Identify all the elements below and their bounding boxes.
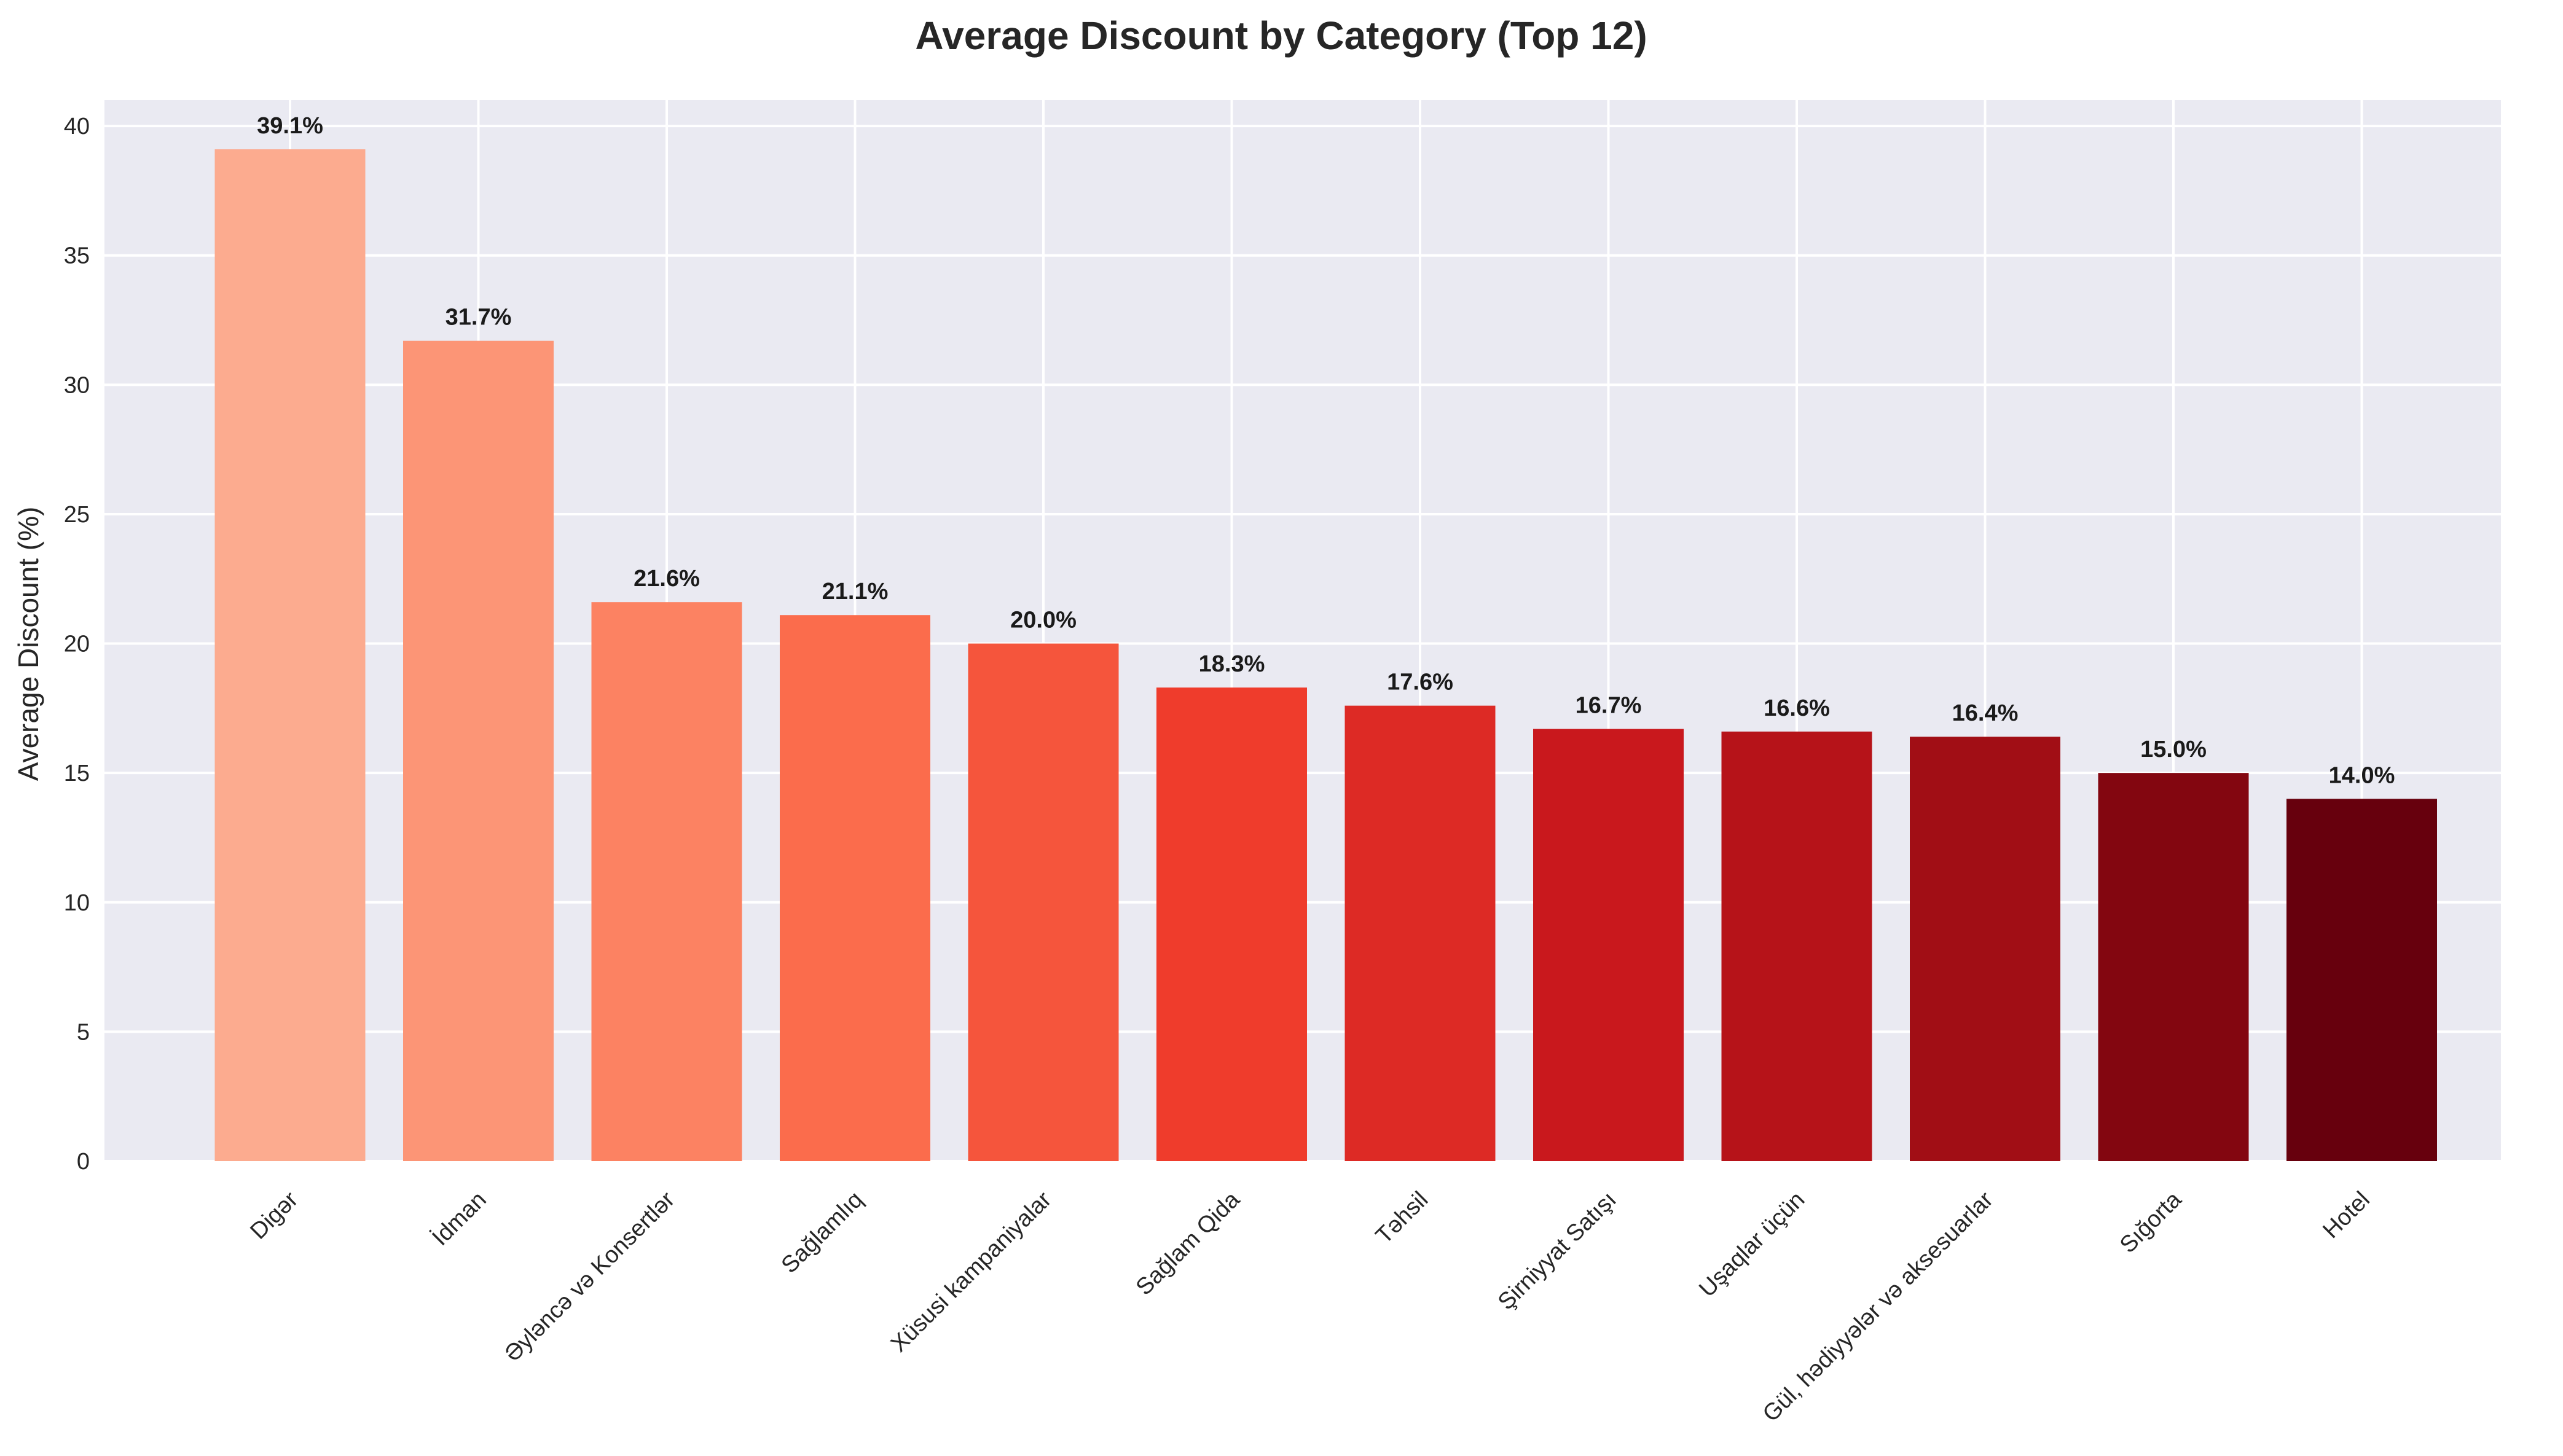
bar bbox=[591, 602, 742, 1161]
bar bbox=[1721, 731, 1872, 1161]
bar-value-label: 17.6% bbox=[1387, 670, 1453, 695]
bar-value-label: 16.7% bbox=[1576, 693, 1642, 719]
bar-value-label: 16.6% bbox=[1764, 695, 1830, 721]
bar-value-label: 21.6% bbox=[634, 566, 700, 592]
y-tick-label: 25 bbox=[64, 502, 90, 528]
y-tick-label: 15 bbox=[64, 761, 90, 786]
chart-title: Average Discount by Category (Top 12) bbox=[915, 14, 1647, 58]
bar-value-label: 16.4% bbox=[1952, 700, 2019, 726]
bar bbox=[780, 615, 930, 1161]
bar bbox=[1156, 687, 1307, 1161]
bar-value-label: 21.1% bbox=[822, 579, 889, 605]
y-tick-label: 10 bbox=[64, 890, 90, 916]
bar bbox=[2098, 773, 2249, 1161]
bar-value-label: 14.0% bbox=[2329, 762, 2395, 788]
y-axis-label: Average Discount (%) bbox=[12, 507, 44, 781]
bar bbox=[1344, 705, 1496, 1161]
y-tick-label: 5 bbox=[77, 1019, 90, 1045]
bar bbox=[403, 340, 554, 1161]
bar-value-label: 18.3% bbox=[1199, 651, 1265, 677]
bar-value-label: 39.1% bbox=[257, 113, 323, 139]
y-tick-label: 40 bbox=[64, 114, 90, 139]
bar bbox=[214, 149, 366, 1161]
bar bbox=[1910, 737, 2060, 1161]
bar-value-label: 20.0% bbox=[1010, 608, 1077, 633]
y-tick-label: 0 bbox=[77, 1149, 90, 1175]
y-tick-label: 20 bbox=[64, 632, 90, 657]
bar-value-label: 31.7% bbox=[445, 305, 512, 331]
bar bbox=[968, 643, 1119, 1161]
y-tick-label: 35 bbox=[64, 243, 90, 269]
bar-value-label: 15.0% bbox=[2140, 737, 2207, 762]
bar bbox=[1533, 729, 1684, 1161]
bars bbox=[214, 149, 2437, 1161]
y-tick-label: 30 bbox=[64, 372, 90, 398]
y-axis-ticks: 0 5 10 15 20 25 30 35 40 bbox=[64, 114, 90, 1175]
data-labels: 39.1% 31.7% 21.6% 21.1% 20.0% 18.3% 17.6% 16.7%… bbox=[257, 113, 2395, 788]
bar bbox=[2286, 799, 2437, 1161]
